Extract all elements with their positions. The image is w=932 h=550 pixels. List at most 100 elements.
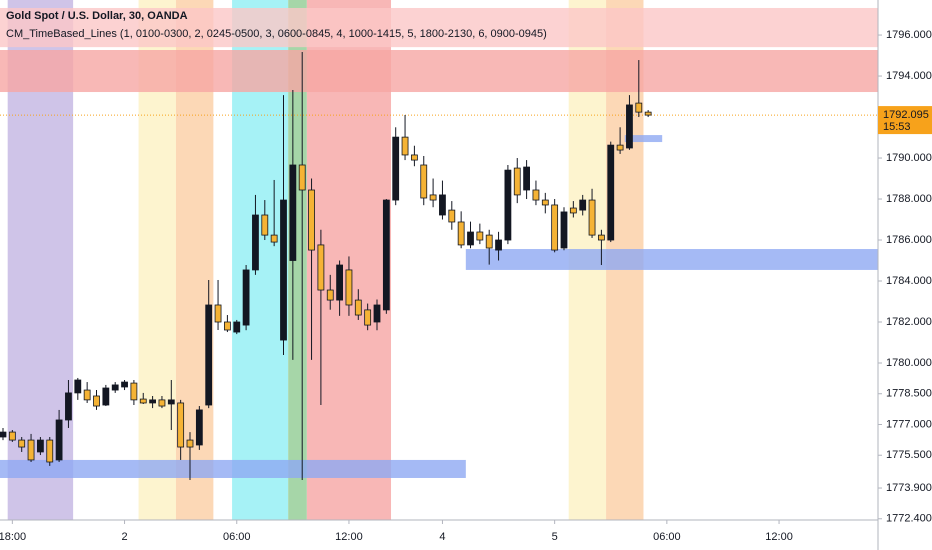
y-tick-label: 1775.500 — [886, 449, 932, 461]
candle-body — [242, 269, 250, 326]
candle-body — [392, 136, 400, 201]
candle-body — [158, 399, 166, 407]
candle-body — [401, 136, 409, 156]
price-zone — [624, 135, 663, 143]
price-zone — [0, 50, 878, 93]
candle-body — [149, 399, 157, 404]
candle-body — [504, 169, 512, 241]
candle-body — [298, 164, 306, 191]
candle-body — [495, 239, 502, 251]
y-tick-label: 1788.000 — [886, 193, 932, 205]
candle-body — [467, 231, 474, 246]
candle-body — [364, 309, 372, 326]
candle-body — [541, 199, 549, 206]
y-tick-label: 1782.000 — [886, 316, 932, 328]
price-countdown: 15:53 — [883, 121, 911, 133]
candle-body — [83, 389, 91, 401]
candle-body — [308, 189, 315, 251]
candle-body — [644, 111, 652, 116]
candle-body — [326, 289, 334, 301]
candle-body — [167, 399, 175, 405]
candle-body — [55, 419, 63, 461]
candle-body — [607, 144, 615, 241]
candle-body — [111, 384, 119, 391]
candle-body — [130, 382, 138, 401]
candle-body — [186, 439, 194, 448]
price-zone — [0, 459, 466, 478]
candle-body — [336, 264, 344, 301]
candle-body — [37, 439, 44, 453]
candle-body — [448, 209, 456, 223]
candle-body — [102, 387, 110, 406]
x-tick-label: 18:00 — [0, 531, 26, 543]
y-tick-label: 1780.000 — [886, 357, 932, 369]
candle-body — [345, 269, 353, 306]
price-badge-value: 1792.095 — [883, 109, 929, 121]
candle-body — [616, 144, 624, 151]
candle-body — [439, 194, 446, 216]
y-tick-label: 1773.900 — [886, 482, 932, 494]
indicator-legend: CM_TimeBased_Lines (1, 0100-0300, 2, 024… — [6, 28, 547, 40]
y-tick-label: 1796.000 — [886, 29, 932, 41]
y-tick-label: 1784.000 — [886, 275, 932, 287]
y-tick-label: 1786.000 — [886, 234, 932, 246]
x-tick-label: 12:00 — [765, 531, 793, 543]
candle-body — [317, 244, 325, 291]
candle-body — [429, 194, 437, 201]
price-zone — [0, 7, 878, 48]
candle-body — [523, 166, 530, 191]
candle-body — [46, 439, 54, 463]
candle-body — [270, 234, 278, 243]
candle-body — [121, 381, 128, 388]
time-axis-panel — [0, 520, 932, 550]
y-tick-label: 1790.000 — [886, 152, 932, 164]
x-tick-label: 06:00 — [223, 531, 251, 543]
candle-body — [27, 439, 35, 461]
candle-body — [476, 231, 484, 241]
candle-body — [261, 214, 269, 236]
candle-body — [18, 439, 26, 448]
candle-body — [223, 321, 231, 331]
candle-body — [139, 398, 147, 404]
candle-body — [410, 154, 418, 161]
candle-body — [195, 409, 203, 446]
candle-body — [93, 395, 100, 407]
x-tick-label: 06:00 — [653, 531, 681, 543]
candle-body — [457, 221, 465, 246]
x-tick-label: 5 — [552, 531, 558, 543]
candle-body — [485, 234, 493, 249]
candle-body — [551, 204, 559, 251]
candle-body — [214, 304, 222, 323]
price-axis-panel — [878, 0, 932, 550]
candle-body — [382, 199, 390, 311]
candle-body — [588, 199, 596, 236]
y-tick-label: 1772.400 — [886, 513, 932, 525]
candle-body — [532, 189, 540, 201]
candle-body — [354, 299, 362, 316]
candle-body — [233, 321, 241, 333]
candle-body — [373, 304, 381, 323]
candle-body — [579, 199, 587, 211]
candle-body — [598, 234, 605, 241]
candle-body — [289, 164, 297, 261]
candle-body — [65, 392, 72, 421]
candle-body — [280, 199, 287, 341]
candle-layer — [0, 52, 652, 481]
y-tick-label: 1794.000 — [886, 70, 932, 82]
x-tick-label: 12:00 — [335, 531, 363, 543]
y-tick-label: 1777.000 — [886, 418, 932, 430]
zone-layer — [0, 7, 878, 478]
candle-body — [513, 167, 521, 196]
candle-body — [8, 431, 16, 441]
candle-body — [205, 304, 213, 406]
candle-body — [0, 431, 7, 438]
price-badge — [878, 106, 932, 135]
candle-body — [420, 164, 428, 199]
candle-body — [177, 402, 185, 448]
candle-body — [252, 214, 259, 271]
candle-body — [74, 379, 82, 394]
candle-body — [569, 207, 577, 214]
